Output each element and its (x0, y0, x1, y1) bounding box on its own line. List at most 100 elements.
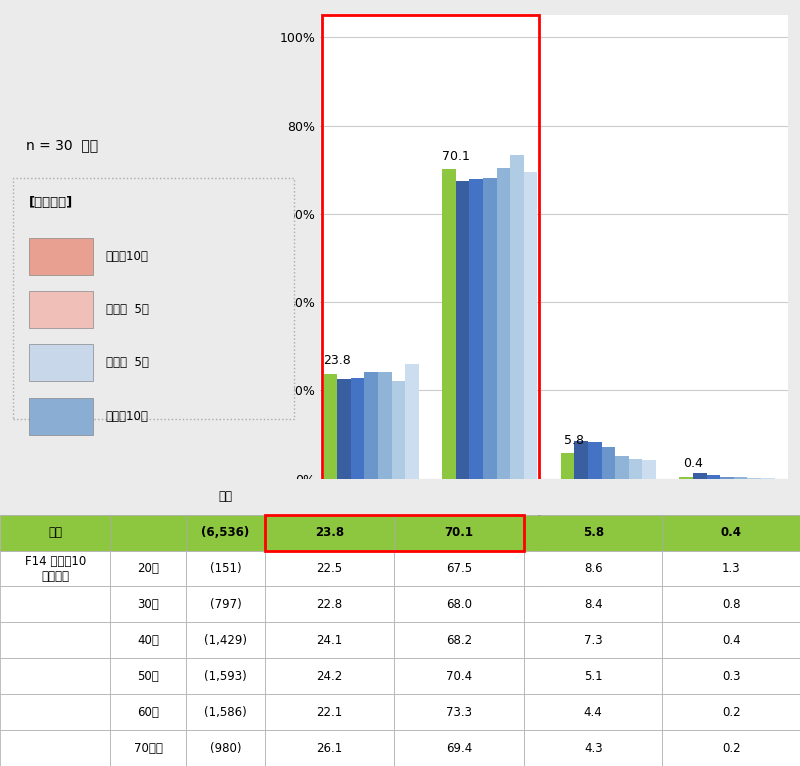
Bar (265, 730, 394, 766)
Text: 22.1: 22.1 (317, 705, 342, 719)
Bar (693, 473, 706, 479)
Bar (392, 381, 406, 479)
Text: (1,593): (1,593) (204, 669, 247, 683)
Bar (394, 551, 524, 587)
Text: 全体: 全体 (218, 490, 233, 503)
Text: 50代: 50代 (138, 669, 159, 683)
Bar (470, 178, 483, 479)
Bar (442, 169, 456, 479)
Bar (0, 479, 110, 515)
Bar (524, 515, 662, 551)
Text: 4.3: 4.3 (584, 741, 602, 755)
Bar (456, 181, 470, 479)
Text: 20代: 20代 (138, 562, 159, 575)
Text: 5.8: 5.8 (565, 434, 585, 447)
Bar (110, 658, 186, 694)
Bar (110, 515, 186, 551)
Bar (0, 622, 110, 658)
Bar (615, 457, 629, 479)
Bar (186, 551, 265, 587)
Bar (483, 178, 497, 479)
Bar (524, 479, 662, 515)
Bar (524, 730, 662, 766)
Bar (186, 515, 265, 551)
Text: (6,536): (6,536) (202, 526, 250, 539)
Bar (524, 587, 662, 622)
Text: 0.4: 0.4 (722, 633, 741, 647)
Bar (761, 478, 774, 479)
Bar (629, 460, 642, 479)
Text: 8.4: 8.4 (584, 598, 602, 611)
Bar (524, 622, 662, 658)
Text: n = 30  以上: n = 30 以上 (26, 138, 98, 152)
Text: 70.4: 70.4 (446, 669, 472, 683)
Bar (662, 694, 800, 730)
Text: 70代～: 70代～ (134, 741, 163, 755)
Bar (679, 477, 693, 479)
Bar (662, 587, 800, 622)
Bar (706, 475, 720, 479)
Bar (110, 730, 186, 766)
Bar (524, 694, 662, 730)
Bar (350, 378, 365, 479)
Bar (720, 477, 734, 479)
Bar (0, 694, 110, 730)
Bar (394, 658, 524, 694)
Bar (378, 372, 392, 479)
Bar (186, 658, 265, 694)
Bar (588, 442, 602, 479)
Bar (265, 587, 394, 622)
Text: 4.4: 4.4 (584, 705, 602, 719)
Text: 70.1: 70.1 (445, 526, 474, 539)
Bar (110, 622, 186, 658)
Text: 8.6: 8.6 (584, 562, 602, 575)
Text: 40代: 40代 (138, 633, 159, 647)
Text: 30代: 30代 (138, 598, 159, 611)
Text: (797): (797) (210, 598, 242, 611)
Bar (323, 374, 337, 479)
Text: 0.8: 0.8 (722, 598, 741, 611)
Bar (662, 479, 800, 515)
Text: 全体＋  5％: 全体＋ 5％ (106, 303, 149, 316)
Bar (0, 658, 110, 694)
Bar (0, 730, 110, 766)
Text: 68.2: 68.2 (446, 633, 472, 647)
Text: 22.8: 22.8 (317, 598, 342, 611)
Text: 69.4: 69.4 (446, 741, 472, 755)
Bar (186, 622, 265, 658)
Bar (662, 551, 800, 587)
Text: 全体－  5％: 全体－ 5％ (106, 356, 149, 369)
Bar (265, 551, 394, 587)
Text: 26.1: 26.1 (317, 741, 342, 755)
Bar (497, 168, 510, 479)
Bar (337, 379, 350, 479)
Bar (186, 587, 265, 622)
Bar (662, 515, 800, 551)
Text: 22.5: 22.5 (317, 562, 342, 575)
Bar (0, 551, 110, 587)
Text: 68.0: 68.0 (446, 598, 472, 611)
Bar (574, 440, 588, 479)
Text: [比率の差]: [比率の差] (29, 196, 73, 209)
Bar (394, 730, 524, 766)
Bar (642, 460, 656, 479)
Bar (322, 15, 539, 589)
Text: (980): (980) (210, 741, 242, 755)
Text: 0.4: 0.4 (683, 457, 703, 470)
Text: 7.3: 7.3 (584, 633, 602, 647)
Text: 1.3: 1.3 (722, 562, 741, 575)
Bar (0, 515, 110, 551)
Bar (602, 447, 615, 479)
Text: 全体: 全体 (48, 526, 62, 539)
Bar (265, 515, 524, 551)
Bar (110, 694, 186, 730)
Bar (394, 479, 524, 515)
Text: 70.1: 70.1 (442, 149, 470, 162)
Bar (29, 237, 93, 275)
Text: 23.8: 23.8 (315, 526, 344, 539)
Bar (510, 155, 524, 479)
Bar (561, 453, 574, 479)
Text: 0.2: 0.2 (722, 705, 741, 719)
Text: 全体＋10％: 全体＋10％ (106, 250, 149, 263)
Text: (1,429): (1,429) (204, 633, 247, 647)
